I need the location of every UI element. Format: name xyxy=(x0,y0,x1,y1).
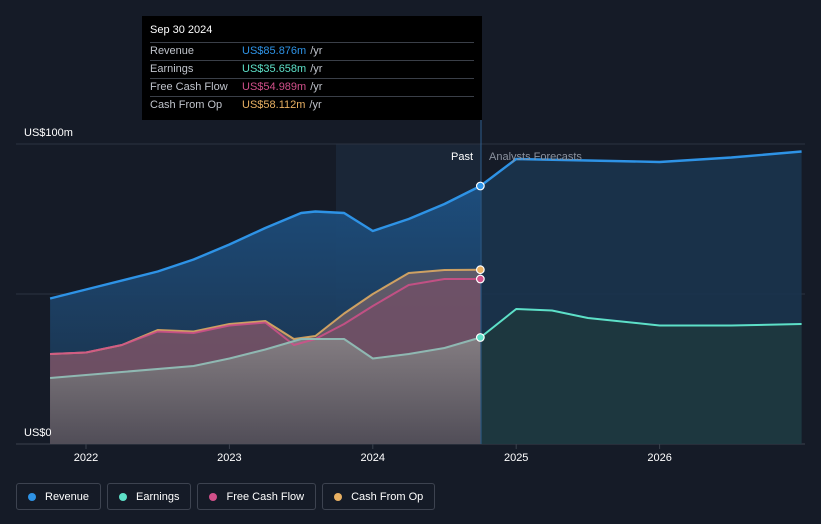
tooltip-date: Sep 30 2024 xyxy=(150,24,213,36)
legend-label: Earnings xyxy=(136,490,180,503)
tooltip-row-name: Revenue xyxy=(150,45,195,57)
revenue-line-forecast xyxy=(479,150,802,187)
series-markers xyxy=(475,181,485,342)
tooltip-row: Revenue US$85.876m/yr xyxy=(150,42,474,60)
series-lines xyxy=(49,150,802,379)
legend-item-revenue[interactable]: Revenue xyxy=(16,483,102,510)
earnings-line-past xyxy=(50,336,481,379)
cash-from-op-marker xyxy=(475,265,485,275)
tooltip-row-value: US$35.658m xyxy=(242,63,307,75)
free-cash-flow-line-past xyxy=(50,278,481,355)
legend-label: Revenue xyxy=(45,490,90,503)
tooltip-rows: Revenue US$85.876m/yr Earnings US$35.658m/y… xyxy=(150,42,474,114)
tooltip-row-value: US$54.989m xyxy=(242,81,307,93)
tooltip-row-value: US$58.112m xyxy=(242,99,306,111)
period-label-forecast: Analysts Forecasts xyxy=(489,151,582,163)
free-cash-flow-marker xyxy=(475,274,485,284)
tooltip-row: Earnings US$35.658m/yr xyxy=(150,60,474,78)
tooltip-row: Cash From Op US$58.112m/yr xyxy=(150,96,474,114)
earnings-area-past xyxy=(50,337,481,444)
tooltip-row-name: Earnings xyxy=(150,63,194,75)
legend-label: Free Cash Flow xyxy=(226,490,305,503)
revenue-line-past xyxy=(49,184,481,300)
legend-item-cash-from-op[interactable]: Cash From Op xyxy=(322,483,436,510)
tooltip-row-unit: /yr xyxy=(310,45,323,57)
legend-dot-icon xyxy=(209,492,218,501)
earnings-area-forecast xyxy=(480,309,802,444)
legend-dot-icon xyxy=(28,492,36,501)
x-tick-label: 2026 xyxy=(647,452,671,464)
y-axis-bottom-label: US$0 xyxy=(24,427,52,439)
tooltip-row-unit: /yr xyxy=(309,99,322,111)
tooltip-row: Free Cash Flow US$54.989m/yr xyxy=(150,78,474,96)
x-tick-label: 2024 xyxy=(361,452,385,464)
y-axis-top-label: US$100m xyxy=(24,127,73,139)
x-axis: 2022 2023 2024 2025 2026 xyxy=(74,444,672,464)
tooltip-row-name: Free Cash Flow xyxy=(150,81,228,93)
tooltip-row-name: Cash From Op xyxy=(150,99,223,111)
legend-label: Cash From Op xyxy=(351,490,424,503)
legend-dot-icon xyxy=(119,492,128,501)
period-label-past: Past xyxy=(451,151,473,163)
legend-item-free-cash-flow[interactable]: Free Cash Flow xyxy=(197,483,317,510)
tooltip-row-value: US$85.876m xyxy=(242,45,307,57)
legend: Revenue Earnings Free Cash Flow Cash From O… xyxy=(16,483,436,510)
tooltip-row-unit: /yr xyxy=(310,63,323,75)
earnings-line-forecast xyxy=(479,308,802,339)
tooltip: Sep 30 2024 Revenue US$85.876m/yr Earnings… xyxy=(142,16,482,120)
x-tick-label: 2023 xyxy=(217,452,241,464)
tooltip-row-unit: /yr xyxy=(310,81,323,93)
earnings-marker xyxy=(475,333,485,342)
series-areas xyxy=(50,151,802,444)
legend-dot-icon xyxy=(334,492,343,501)
x-tick-label: 2022 xyxy=(74,452,98,464)
revenue-marker xyxy=(475,181,485,191)
x-tick-label: 2025 xyxy=(504,452,528,464)
legend-item-earnings[interactable]: Earnings xyxy=(107,483,192,510)
